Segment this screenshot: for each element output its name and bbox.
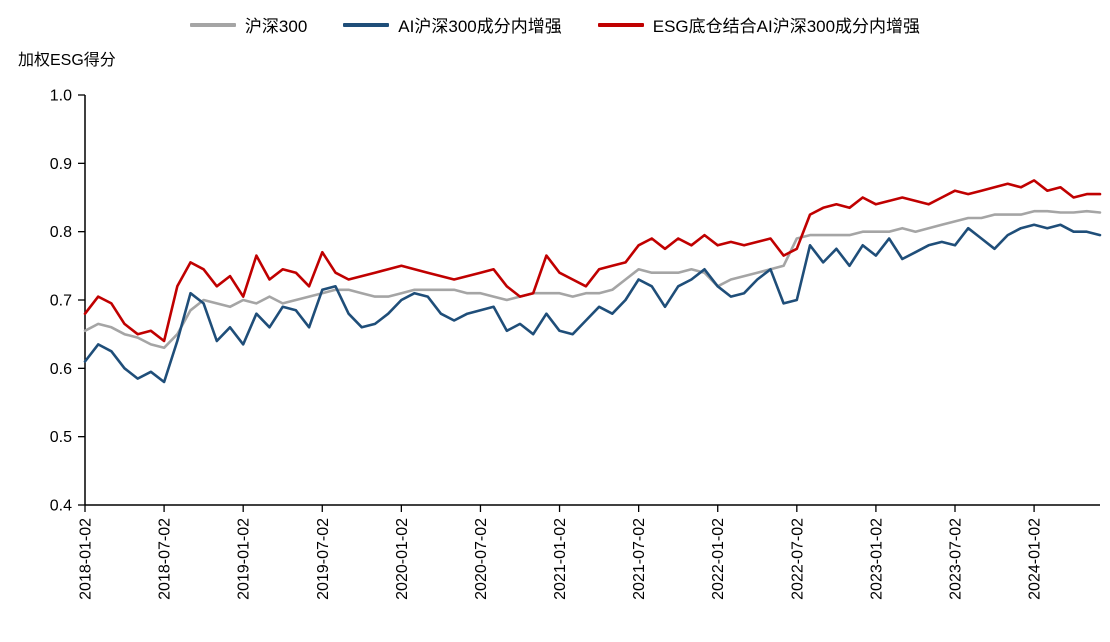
- svg-text:0.4: 0.4: [50, 498, 72, 515]
- svg-text:2022-01-02: 2022-01-02: [710, 518, 727, 600]
- svg-text:1.0: 1.0: [50, 88, 72, 105]
- legend-label-esg-ai-enhanced: ESG底仓结合AI沪深300成分内增强: [652, 17, 921, 36]
- legend-item-esg-ai-enhanced: ESG底仓结合AI沪深300成分内增强: [597, 12, 921, 37]
- chart-legend: 沪深300 AI沪深300成分内增强 ESG底仓结合AI沪深300成分内增强: [0, 12, 1110, 37]
- svg-text:2022-07-02: 2022-07-02: [789, 518, 806, 600]
- svg-text:2021-07-02: 2021-07-02: [631, 518, 648, 600]
- legend-label-ai-enhanced: AI沪深300成分内增强: [398, 17, 562, 36]
- svg-text:2021-01-02: 2021-01-02: [552, 518, 569, 600]
- svg-text:2019-01-02: 2019-01-02: [236, 518, 253, 600]
- blue-line-swatch-icon: [343, 22, 390, 27]
- svg-text:2018-01-02: 2018-01-02: [78, 518, 95, 600]
- svg-text:2018-07-02: 2018-07-02: [157, 518, 174, 600]
- svg-text:0.7: 0.7: [50, 293, 72, 310]
- y-axis-title: 加权ESG得分: [18, 52, 116, 69]
- svg-text:2024-01-02: 2024-01-02: [1027, 518, 1044, 600]
- svg-text:0.9: 0.9: [50, 156, 72, 173]
- svg-text:2023-07-02: 2023-07-02: [948, 518, 965, 600]
- svg-text:2020-01-02: 2020-01-02: [394, 518, 411, 600]
- gray-line-swatch-icon: [189, 22, 236, 27]
- svg-text:2023-01-02: 2023-01-02: [868, 518, 885, 600]
- svg-text:0.8: 0.8: [50, 224, 72, 241]
- legend-item-ai-enhanced: AI沪深300成分内增强: [343, 12, 562, 37]
- legend-label-csi300: 沪深300: [244, 17, 308, 36]
- svg-text:0.5: 0.5: [50, 429, 72, 446]
- svg-text:0.6: 0.6: [50, 361, 72, 378]
- svg-text:2019-07-02: 2019-07-02: [315, 518, 332, 600]
- legend-item-csi300: 沪深300: [189, 12, 308, 37]
- red-line-swatch-icon: [597, 22, 644, 27]
- svg-text:2020-07-02: 2020-07-02: [473, 518, 490, 600]
